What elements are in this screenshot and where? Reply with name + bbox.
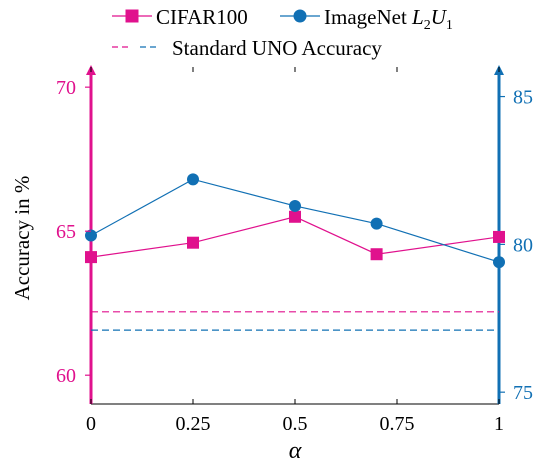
left-y-tick-label: 60 (56, 365, 76, 387)
right-y-tick-label: 85 (513, 87, 533, 109)
x-tick-label: 0.75 (380, 413, 415, 435)
x-axis-label: α (289, 438, 302, 463)
x-tick-label: 0.25 (176, 413, 211, 435)
ticks-layer: 0 0.25 0.5 0.75 1 60 65 70 75 80 85 (56, 67, 533, 435)
left-y-tick-label: 65 (56, 221, 76, 243)
data-point (289, 210, 301, 223)
legend-cifar-marker (125, 9, 139, 23)
legend-imagenet-label: ImageNet L2U1 (324, 5, 453, 33)
y-axis-label: Accuracy in % (10, 176, 34, 301)
right-y-tick-label: 80 (513, 234, 533, 256)
left-y-tick-label: 70 (56, 77, 76, 99)
data-point (493, 230, 505, 243)
right-y-tick-label: 75 (513, 382, 533, 404)
x-tick-label: 1 (494, 413, 504, 435)
x-tick-label: 0.5 (283, 413, 308, 435)
data-point (85, 251, 97, 264)
data-point (370, 217, 383, 230)
data-point (187, 236, 199, 249)
series-layer (85, 173, 505, 269)
series-line (90, 216, 500, 258)
legend-reference-label: Standard UNO Accuracy (172, 36, 382, 60)
data-point (187, 173, 199, 186)
legend-cifar-label: CIFAR100 (156, 5, 248, 29)
data-point (370, 248, 383, 261)
legend: CIFAR100 ImageNet L2U1 Standard UNO Accu… (112, 5, 453, 60)
data-point (289, 199, 301, 212)
data-point (85, 229, 97, 242)
data-point (493, 256, 505, 269)
legend-imagenet-marker (293, 9, 307, 23)
axes (86, 65, 504, 405)
reference-lines (91, 311, 499, 331)
x-tick-label: 0 (86, 413, 96, 435)
